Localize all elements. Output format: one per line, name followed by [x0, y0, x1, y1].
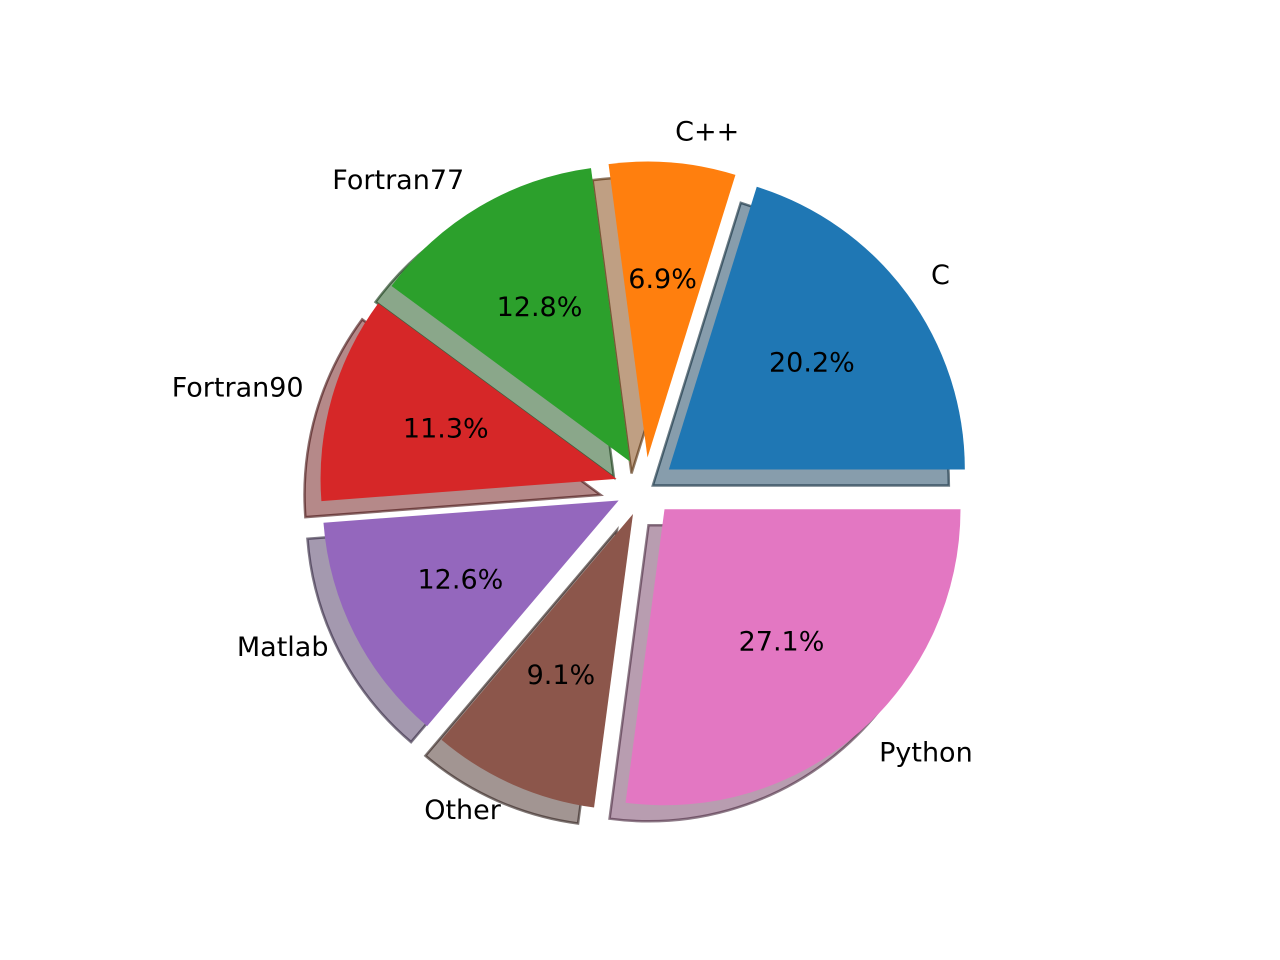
category-label-other: Other [424, 795, 502, 826]
category-label-cplusplus: C++ [675, 117, 739, 148]
percent-label-cplusplus: 6.9% [628, 264, 697, 295]
percent-label-fortran90: 11.3% [403, 413, 489, 444]
wedge-other [441, 514, 633, 808]
wedge-fortran90 [320, 303, 617, 502]
wedge-cplusplus [608, 161, 736, 458]
wedge-python [625, 509, 961, 806]
percent-label-c: 20.2% [769, 348, 855, 379]
label-layer: C 20.2% C++ 6.9% Fortran77 12.8% Fortran90 11.3… [172, 117, 973, 826]
percent-label-matlab: 12.6% [418, 565, 504, 596]
category-label-matlab: Matlab [237, 632, 329, 663]
category-label-c: C [931, 260, 950, 291]
wedge-fortran77 [391, 168, 630, 462]
wedge-layer [320, 161, 965, 808]
wedge-c [668, 186, 965, 470]
wedge-matlab [323, 500, 619, 727]
percent-label-other: 9.1% [527, 660, 596, 691]
percent-label-fortran77: 12.8% [497, 292, 583, 323]
percent-label-python: 27.1% [739, 626, 825, 657]
category-label-fortran77: Fortran77 [332, 165, 464, 196]
category-label-fortran90: Fortran90 [172, 373, 304, 404]
category-label-python: Python [879, 738, 973, 769]
